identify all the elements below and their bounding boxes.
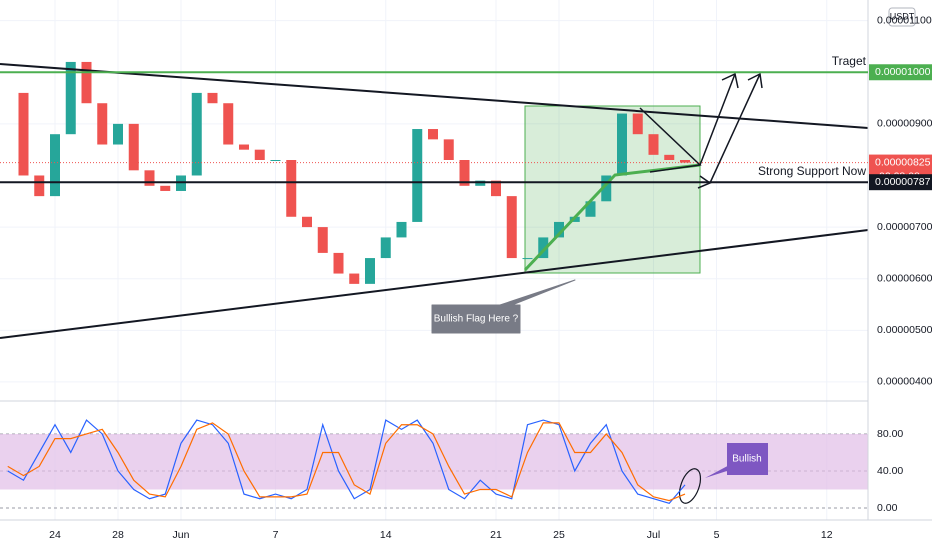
candles: [18, 61, 690, 284]
bullish-text: Bullish: [732, 454, 761, 465]
target-price-box: [869, 64, 932, 81]
target-label: Traget: [832, 54, 867, 68]
candle: [459, 160, 470, 186]
candle: [270, 160, 281, 161]
candle: [491, 180, 501, 197]
x-tick-label: 12: [821, 529, 833, 541]
candle: [50, 134, 60, 197]
candle: [554, 221, 564, 238]
stoch-line: [7, 419, 686, 505]
grid: [0, 0, 868, 520]
flag-box: [524, 105, 701, 274]
candle: [475, 180, 486, 186]
target-price: 0.00001000: [875, 66, 931, 78]
candle: [680, 160, 690, 163]
x-tick-label: 21: [490, 529, 502, 541]
candle: [302, 216, 312, 228]
candle: [317, 227, 328, 253]
candle: [506, 196, 517, 259]
candle: [81, 61, 92, 104]
candle: [286, 160, 297, 217]
bullish-callout: [705, 443, 768, 478]
y-tick-label: 0.00000500: [877, 324, 932, 336]
band: [0, 433, 868, 490]
flag-callout: [431, 279, 576, 334]
x-tick-label: 14: [380, 529, 392, 541]
candle: [207, 92, 218, 104]
x-tick-label: 7: [273, 529, 279, 541]
last-price: 0.00000825: [875, 156, 931, 168]
y-tick-label: 0.00001100: [877, 14, 932, 26]
candle: [223, 103, 234, 145]
candle: [648, 134, 659, 155]
candle: [160, 185, 171, 191]
candle: [380, 237, 391, 259]
candle: [428, 129, 438, 140]
candle: [128, 123, 139, 171]
y-tick-label: 80.00: [877, 428, 903, 440]
x-tick-label: 24: [49, 529, 61, 541]
highlight-circle: [678, 468, 702, 504]
candle: [176, 175, 186, 191]
flag-text: Bullish Flag Here ?: [434, 314, 519, 325]
y-tick-label: 0.00: [877, 502, 898, 514]
arrows: [697, 72, 763, 189]
candle: [601, 175, 612, 202]
candle: [412, 129, 423, 222]
x-tick-label: 5: [714, 529, 720, 541]
candle: [396, 221, 407, 238]
candle: [349, 273, 360, 284]
y-tick-label: 0.00000900: [877, 118, 932, 130]
candle: [538, 237, 549, 259]
candle: [18, 92, 29, 176]
currency-box: [888, 7, 916, 27]
candle: [617, 113, 627, 176]
candle: [34, 175, 45, 197]
y-tick-label: 40.00: [877, 465, 903, 477]
x-tick-label: Jul: [647, 529, 660, 541]
candle: [239, 144, 249, 150]
candle: [585, 201, 596, 217]
y-tick-label: 0.00000600: [877, 272, 932, 284]
trend-line: [0, 63, 869, 129]
stoch-line: [7, 422, 686, 502]
x-tick-label: 25: [553, 529, 565, 541]
y-tick-label: 0.00000400: [877, 376, 932, 388]
candle: [113, 123, 123, 145]
x-tick-label: 28: [112, 529, 124, 541]
trend-line: [0, 229, 869, 339]
candle: [522, 258, 533, 260]
candle: [632, 113, 643, 135]
candle: [333, 252, 344, 274]
candle: [443, 139, 454, 160]
x-tick-label: Jun: [173, 529, 190, 541]
support-price-box: [869, 174, 932, 191]
candle: [97, 103, 108, 145]
currency: USDT: [890, 11, 915, 21]
support-price: 0.00000787: [875, 176, 931, 188]
candle: [65, 61, 76, 135]
candle: [144, 170, 155, 186]
y-tick-label: 0.00000700: [877, 221, 932, 233]
candle: [254, 149, 265, 160]
candle: [664, 154, 675, 160]
support-label: Strong Support Now: [758, 164, 866, 178]
candle: [365, 258, 375, 284]
candle: [191, 92, 202, 176]
